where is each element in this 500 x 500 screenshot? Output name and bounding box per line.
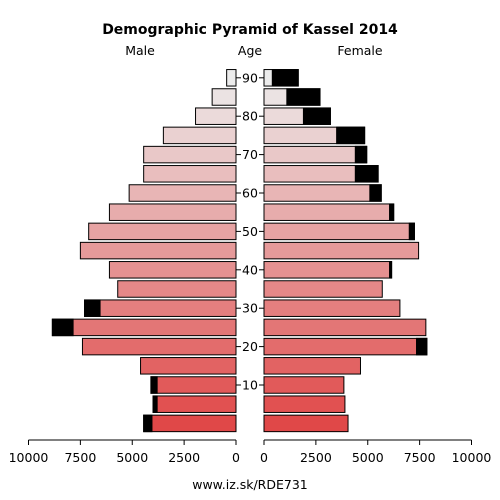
bar-male-80-84	[195, 107, 237, 125]
bar-male-65-69	[143, 165, 237, 183]
bar-female-20-24	[263, 337, 428, 356]
age-tick-label-50: 50	[242, 224, 258, 239]
x-tick-label-male-7500: 7500	[64, 450, 96, 465]
age-tick-label-90: 90	[242, 70, 258, 85]
age-label: Age	[238, 43, 262, 58]
bar-male-excess-10-14	[150, 376, 158, 394]
bar-female-15-19	[263, 357, 361, 375]
bar-female-excess-20-24	[416, 337, 428, 356]
bar-female-excess-75-79	[336, 126, 366, 145]
bar-male-5-9	[152, 395, 237, 413]
axes-layer: 10 20 30 40 50 60 70 80 90 10000 7500 5000 2500 0 0 250…	[9, 70, 492, 465]
bar-female-excess-85-89	[286, 88, 321, 106]
bar-female-35-39	[263, 280, 383, 298]
bar-male-excess-30-34	[84, 299, 101, 317]
bar-male-35-39	[117, 280, 237, 298]
age-tick-label-30: 30	[242, 301, 258, 316]
bar-male-25-29	[51, 318, 237, 337]
bar-female-excess-65-69	[354, 165, 379, 183]
bar-male-45-49	[79, 241, 237, 260]
bar-female-excess-40-44	[389, 261, 393, 279]
age-tick-label-20: 20	[242, 339, 258, 354]
x-tick-label-male-10000: 10000	[9, 450, 49, 465]
bar-female-5-9	[263, 395, 346, 413]
bar-female-30-34	[263, 299, 401, 317]
x-tick-label-male-5000: 5000	[116, 450, 148, 465]
bar-male-55-59	[108, 203, 237, 221]
bar-female-excess-60-64	[369, 184, 382, 202]
bar-male-30-34	[84, 299, 237, 317]
bar-female-40-44	[263, 261, 393, 279]
bar-male-excess-0-4	[143, 414, 153, 433]
bar-male-excess-25-29	[51, 318, 74, 337]
bar-female-70-74	[263, 145, 368, 164]
bar-female-60-64	[263, 184, 382, 202]
bar-male-90+	[226, 69, 237, 87]
bar-male-85-89	[211, 88, 237, 106]
bars-layer	[51, 69, 428, 433]
x-tick-label-female-10000: 10000	[452, 450, 492, 465]
bar-female-10-14	[263, 376, 345, 394]
bar-male-75-79	[162, 126, 237, 145]
chart-title: Demographic Pyramid of Kassel 2014	[102, 22, 398, 38]
age-tick-label-80: 80	[242, 109, 258, 124]
male-label: Male	[125, 43, 155, 58]
bar-female-25-29	[263, 318, 427, 337]
bar-female-excess-70-74	[354, 145, 368, 164]
x-tick-label-female-5000: 5000	[352, 450, 384, 465]
bar-male-40-44	[108, 261, 237, 279]
bar-female-excess-90+	[271, 69, 299, 87]
bar-male-10-14	[150, 376, 237, 394]
x-tick-label-female-7500: 7500	[404, 450, 436, 465]
footer-source: www.iz.sk/RDE731	[192, 477, 308, 492]
bar-female-55-59	[263, 203, 395, 221]
bar-male-15-19	[140, 357, 237, 375]
bar-male-50-54	[88, 222, 237, 241]
bar-male-70-74	[143, 145, 237, 164]
bar-female-excess-55-59	[389, 203, 395, 221]
x-tick-label-male-2500: 2500	[168, 450, 200, 465]
age-tick-label-40: 40	[242, 262, 258, 277]
female-label: Female	[337, 43, 383, 58]
x-tick-label-female-2500: 2500	[300, 450, 332, 465]
x-tick-label-female-0: 0	[260, 450, 268, 465]
bar-female-excess-80-84	[302, 107, 331, 125]
bar-male-excess-5-9	[152, 395, 158, 413]
age-tick-label-70: 70	[242, 147, 258, 162]
bar-female-50-54	[263, 222, 415, 241]
x-tick-label-male-0: 0	[232, 450, 240, 465]
bar-male-20-24	[81, 337, 237, 356]
bar-male-60-64	[128, 184, 237, 202]
bar-female-0-4	[263, 414, 349, 433]
age-tick-label-10: 10	[242, 378, 258, 393]
bar-male-0-4	[143, 414, 237, 433]
bar-female-excess-50-54	[408, 222, 415, 241]
bar-female-45-49	[263, 241, 420, 260]
age-tick-label-60: 60	[242, 186, 258, 201]
